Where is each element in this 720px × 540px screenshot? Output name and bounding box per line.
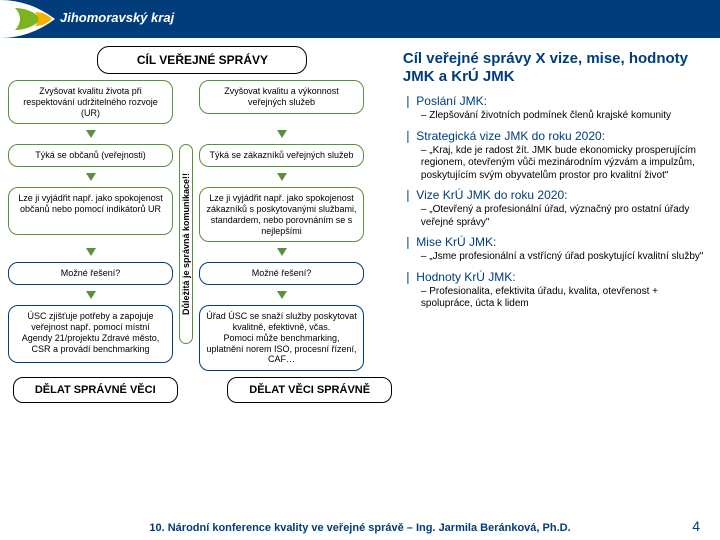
left-box-2: Týká se občanů (veřejnosti) [8,144,173,167]
footer-text: 10. Národní konference kvality ve veřejn… [0,522,720,534]
left-box-1: Zvyšovat kvalitu života při respektování… [8,80,173,124]
bullet-4: ❘ Hodnoty KrÚ JMK: [403,270,712,284]
arrow-icon [277,291,287,299]
right-footer: DĚLAT VĚCI SPRÁVNĚ [227,377,392,403]
arrow-icon [86,130,96,138]
bullet-1-h: Strategická vize JMK do roku 2020: [416,129,605,143]
sub-1-t: „Kraj, kde je radost žít. JMK bude ekono… [421,145,696,181]
sub-1: – „Kraj, kde je radost žít. JMK bude eko… [421,145,712,183]
arrow-icon [86,248,96,256]
left-box-5: ÚSC zjišťuje potřeby a zapojuje veřejnos… [8,305,173,363]
left-box-3: Lze ji vyjádřit např. jako spokojenost o… [8,187,173,235]
diagram-area: CÍL VEŘEJNÉ SPRÁVY Zvyšovat kvalitu živo… [8,46,397,403]
arrow-icon [277,248,287,256]
bullet-3-h: Mise KrÚ JMK: [416,235,496,249]
sub-2: – „Otevřený a profesionální úřad, význač… [421,204,712,229]
bullet-2-h: Vize KrÚ JMK do roku 2020: [416,188,567,202]
sub-3-t: „Jsme profesionální a vstřícný úřad posk… [429,251,703,262]
side-text: Cíl veřejné správy X vize, mise, hodnoty… [403,46,712,403]
right-box-3: Lze ji vyjádřit např. jako spokojenost z… [199,187,364,242]
arrow-icon [277,130,287,138]
sub-0: – Zlepšování životních podmínek členů kr… [421,110,712,123]
header-bar: Jihomoravský kraj [0,0,720,38]
bullet-0-h: Poslání JMK: [416,94,487,108]
bullet-4-h: Hodnoty KrÚ JMK: [416,270,515,284]
left-box-4: Možné řešení? [8,262,173,285]
sub-4-t: Profesionalita, efektivita úřadu, kvalit… [421,286,658,310]
arrow-icon [86,173,96,181]
bullet-3: ❘ Mise KrÚ JMK: [403,235,712,249]
side-title: Cíl veřejné správy X vize, mise, hodnoty… [403,50,712,86]
right-box-2: Týká se zákazníků veřejných služeb [199,144,364,167]
sub-0-t: Zlepšování životních podmínek členů kraj… [429,110,671,121]
bullet-1: ❘ Strategická vize JMK do roku 2020: [403,129,712,143]
arrow-icon [86,291,96,299]
right-box-4: Možné řešení? [199,262,364,285]
right-box-5: Úřad ÚSC se snaží služby poskytovat kval… [199,305,364,371]
right-box-1: Zvyšovat kvalitu a výkonnost veřejných s… [199,80,364,114]
arrow-icon [277,173,287,181]
page-number: 4 [692,518,700,534]
sub-3: – „Jsme profesionální a vstřícný úřad po… [421,251,712,264]
sub-2-t: „Otevřený a profesionální úřad, význačný… [421,204,689,228]
left-footer: DĚLAT SPRÁVNÉ VĚCI [13,377,178,403]
bullet-2: ❘ Vize KrÚ JMK do roku 2020: [403,188,712,202]
sub-4: – Profesionalita, efektivita úřadu, kval… [421,286,712,311]
main-content: CÍL VEŘEJNÉ SPRÁVY Zvyšovat kvalitu živo… [0,38,720,403]
diagram-title: CÍL VEŘEJNÉ SPRÁVY [97,46,307,74]
header-region: Jihomoravský kraj [60,10,174,25]
bullet-0: ❘ Poslání JMK: [403,94,712,108]
